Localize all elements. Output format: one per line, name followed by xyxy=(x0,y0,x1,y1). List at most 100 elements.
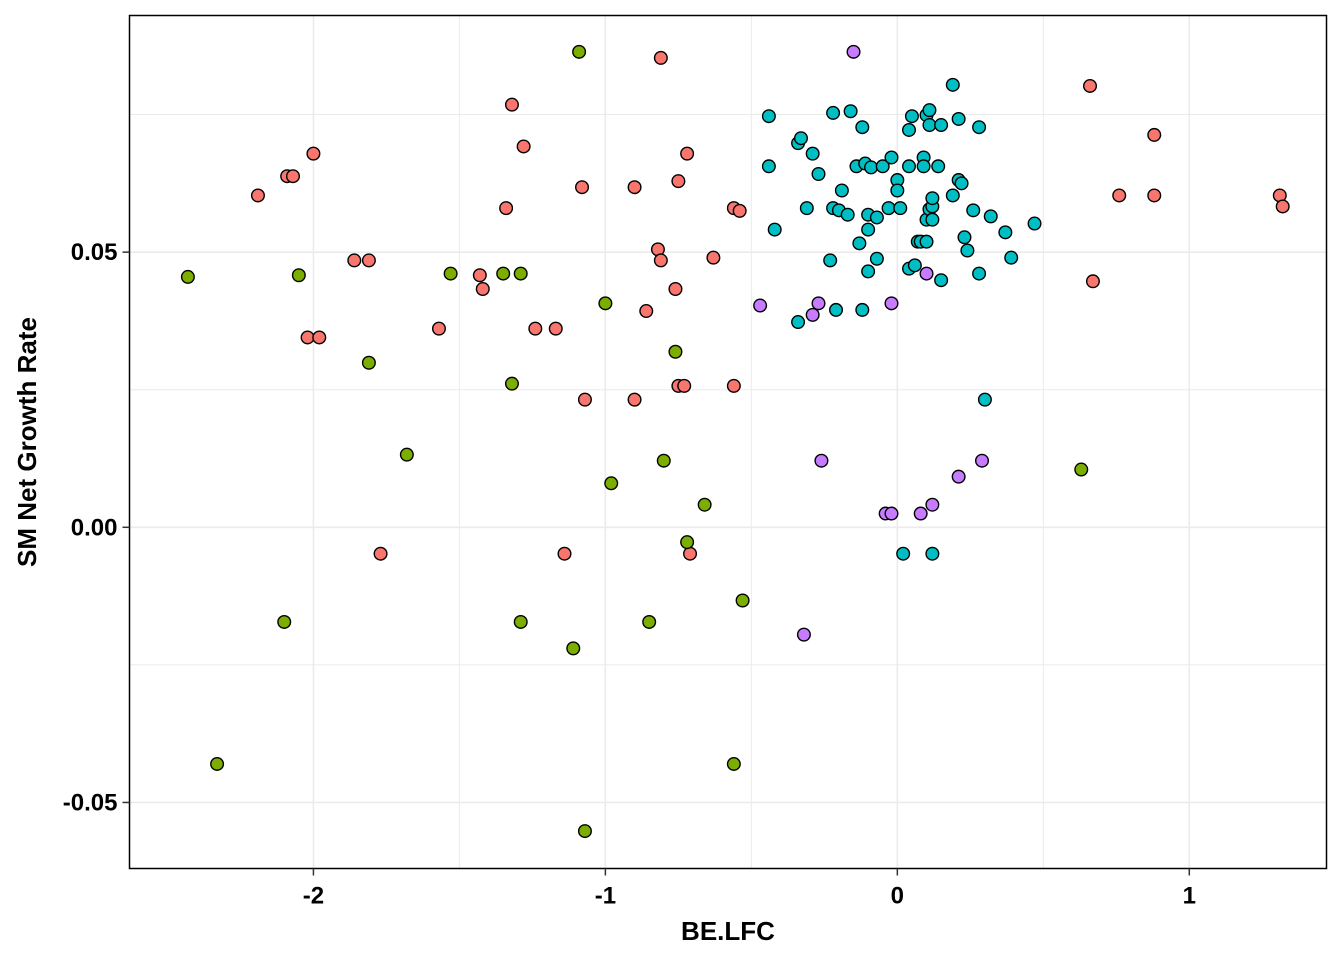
data-point xyxy=(864,160,879,175)
data-point xyxy=(753,298,768,313)
y-tick-label: -0.05 xyxy=(63,789,118,816)
y-axis-title: SM Net Growth Rate xyxy=(12,317,42,567)
data-point xyxy=(504,97,519,112)
data-point xyxy=(972,266,987,281)
data-point xyxy=(843,104,858,119)
data-point xyxy=(575,180,590,195)
data-point xyxy=(767,222,782,237)
data-point xyxy=(916,159,931,174)
data-point xyxy=(528,321,543,336)
data-point xyxy=(811,296,826,311)
data-point xyxy=(431,321,446,336)
data-point xyxy=(890,183,905,198)
data-point xyxy=(902,122,917,137)
data-point xyxy=(846,44,861,59)
data-point xyxy=(852,236,867,251)
data-point xyxy=(548,321,563,336)
data-point xyxy=(1004,250,1019,265)
data-point xyxy=(604,476,619,491)
data-point xyxy=(884,296,899,311)
data-point xyxy=(1074,462,1089,477)
data-point xyxy=(285,169,300,184)
data-point xyxy=(516,139,531,154)
data-point xyxy=(475,282,490,297)
data-point xyxy=(642,614,657,629)
y-tick-label: 0.05 xyxy=(71,239,118,266)
data-point xyxy=(306,146,321,161)
x-tick-label: -2 xyxy=(303,883,324,910)
data-point xyxy=(791,315,806,330)
axis-ticks xyxy=(122,251,1191,876)
data-point xyxy=(496,266,511,281)
data-point xyxy=(983,209,998,224)
data-point xyxy=(726,756,741,771)
data-point xyxy=(726,378,741,393)
data-point xyxy=(1147,127,1162,142)
data-point xyxy=(922,103,937,118)
data-point xyxy=(954,176,969,191)
data-point xyxy=(869,210,884,225)
data-point xyxy=(919,266,934,281)
data-point xyxy=(735,593,750,608)
data-point xyxy=(1085,274,1100,289)
data-point xyxy=(210,756,225,771)
data-point xyxy=(869,251,884,266)
data-point xyxy=(1083,78,1098,93)
data-point xyxy=(861,264,876,279)
data-point xyxy=(826,105,841,120)
data-point xyxy=(998,225,1013,240)
data-point xyxy=(572,44,587,59)
data-point xyxy=(277,614,292,629)
data-point xyxy=(974,453,989,468)
data-point xyxy=(840,207,855,222)
data-point xyxy=(811,166,826,181)
data-point xyxy=(312,330,327,345)
data-point xyxy=(697,497,712,512)
data-point xyxy=(347,253,362,268)
data-point xyxy=(732,203,747,218)
data-point xyxy=(566,641,581,656)
data-point xyxy=(513,266,528,281)
data-point xyxy=(504,376,519,391)
data-point xyxy=(577,392,592,407)
data-point xyxy=(922,118,937,133)
data-point xyxy=(977,392,992,407)
data-point xyxy=(884,506,899,521)
data-point xyxy=(925,546,940,561)
data-point xyxy=(598,296,613,311)
grid-lines xyxy=(129,15,1327,869)
data-point xyxy=(945,188,960,203)
data-point xyxy=(805,307,820,322)
data-point xyxy=(361,253,376,268)
data-point xyxy=(925,212,940,227)
data-point xyxy=(805,146,820,161)
data-point xyxy=(443,266,458,281)
data-point xyxy=(902,159,917,174)
y-tick-label: 0.00 xyxy=(71,514,118,541)
data-point xyxy=(557,546,572,561)
data-point xyxy=(361,355,376,370)
plot-panel-border xyxy=(128,14,1328,870)
data-point xyxy=(668,282,683,297)
data-point xyxy=(399,447,414,462)
data-point xyxy=(931,159,946,174)
data-point xyxy=(896,546,911,561)
data-point xyxy=(373,546,388,561)
data-point xyxy=(627,180,642,195)
data-point xyxy=(951,469,966,484)
data-point xyxy=(913,506,928,521)
data-point xyxy=(1275,199,1290,214)
data-point xyxy=(823,253,838,268)
data-point xyxy=(680,535,695,550)
data-point xyxy=(834,183,849,198)
data-point xyxy=(972,120,987,135)
data-point xyxy=(855,120,870,135)
data-point xyxy=(250,188,265,203)
data-point xyxy=(907,258,922,273)
data-point xyxy=(472,268,487,283)
data-point xyxy=(180,269,195,284)
data-point xyxy=(861,222,876,237)
data-point xyxy=(300,330,315,345)
data-point xyxy=(814,453,829,468)
data-point xyxy=(934,118,949,133)
